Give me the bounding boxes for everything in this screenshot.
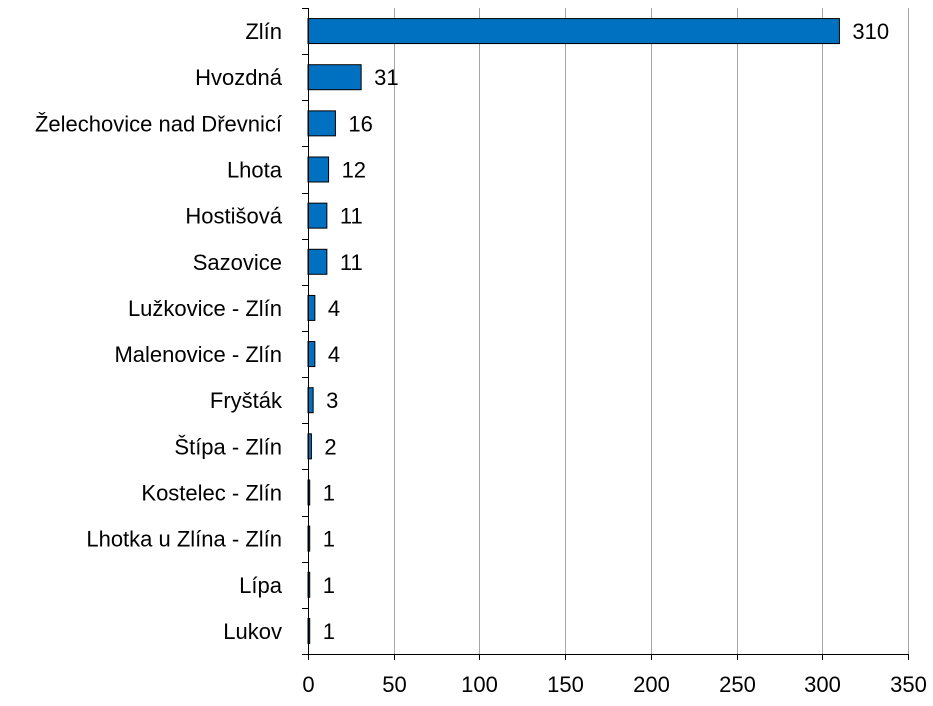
value-label: 11 [340, 204, 363, 229]
value-label: 2 [324, 434, 336, 459]
value-label: 1 [323, 481, 335, 506]
x-tick-label: 150 [547, 672, 584, 697]
bars [307, 18, 840, 644]
category-label: Lužkovice - Zlín [128, 296, 282, 321]
bar-0 [307, 18, 840, 45]
value-label: 1 [323, 619, 335, 644]
value-label: 310 [852, 19, 889, 44]
category-label: Lípa [239, 573, 283, 598]
x-tick-label: 250 [719, 672, 756, 697]
value-label: 3 [326, 388, 338, 413]
value-label: 1 [323, 573, 335, 598]
value-label: 31 [374, 65, 398, 90]
bar-6 [307, 294, 316, 321]
x-tick-label: 350 [890, 672, 927, 697]
value-label: 16 [348, 111, 372, 136]
x-tick-label: 0 [302, 672, 314, 697]
category-label: Malenovice - Zlín [114, 342, 282, 367]
value-label: 4 [328, 296, 340, 321]
category-label: Želechovice nad Dřevnicí [35, 111, 282, 136]
bar-7 [307, 341, 316, 368]
category-label: Hvozdná [195, 65, 283, 90]
x-tick-label: 200 [633, 672, 670, 697]
bar-1 [307, 64, 362, 91]
x-tick-label: 50 [382, 672, 406, 697]
category-label: Štípa - Zlín [174, 434, 282, 459]
value-label: 12 [342, 158, 366, 183]
value-label: 4 [328, 342, 340, 367]
category-label: Sazovice [193, 250, 282, 275]
gridlines [394, 8, 909, 654]
value-label: 1 [323, 527, 335, 552]
category-label: Hostišová [185, 204, 282, 229]
category-label: Zlín [245, 19, 282, 44]
category-label: Lhota [227, 158, 283, 183]
bar-4 [307, 202, 328, 229]
bar-2 [307, 110, 336, 137]
category-label: Fryšták [210, 388, 283, 413]
x-tick-label: 300 [804, 672, 841, 697]
bar-3 [307, 156, 330, 183]
axes [302, 8, 909, 660]
x-tick-label: 100 [461, 672, 498, 697]
category-label: Lhotka u Zlína - Zlín [86, 527, 282, 552]
value-label: 11 [340, 250, 363, 275]
category-label: Lukov [223, 619, 282, 644]
bar-5 [307, 248, 328, 275]
category-label: Kostelec - Zlín [141, 481, 282, 506]
